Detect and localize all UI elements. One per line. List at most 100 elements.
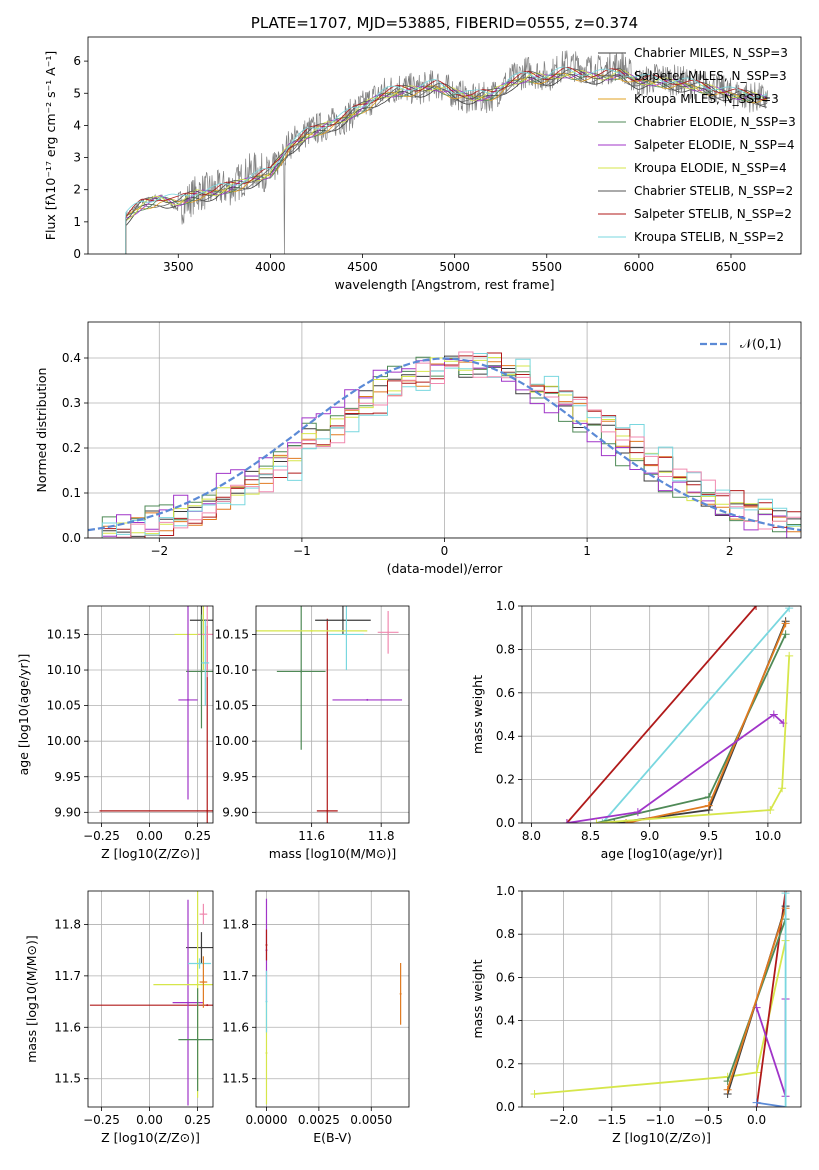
y-tick-label: 9.90	[222, 805, 249, 819]
x-tick-label: 11.8	[368, 829, 395, 843]
mass-weight-marker	[781, 619, 790, 628]
axes-frame	[255, 890, 410, 1108]
y-tick-label: 10.15	[47, 627, 81, 641]
model-spectrum-line	[125, 69, 768, 254]
data-point	[206, 809, 209, 812]
y-tick-label: 1.0	[496, 884, 515, 898]
mass-weight-marker	[781, 1103, 790, 1107]
mass-weight-marker	[530, 1090, 539, 1099]
x-tick-label: 6000	[624, 260, 655, 274]
legend-label: 𝒩(0,1)	[740, 336, 782, 351]
x-axis-label: age [log10(age/yr)]	[601, 846, 723, 861]
y-tick-label: 2	[73, 183, 81, 197]
data-point	[200, 946, 203, 949]
y-tick-label: 0.6	[496, 686, 515, 700]
mass-weight-line	[566, 713, 784, 823]
mass-weight-marker	[752, 1068, 761, 1077]
normal-curve	[88, 357, 801, 532]
x-tick-label: −2.0	[549, 1113, 578, 1127]
data-point	[198, 962, 201, 965]
x-tick-label: 2	[726, 544, 734, 558]
y-tick-label: 10.15	[215, 627, 249, 641]
legend-label: Kroupa ELODIE, N_SSP=4	[634, 161, 787, 175]
y-tick-label: 0.2	[62, 441, 81, 455]
y-tick-label: 0	[73, 247, 81, 261]
y-tick-label: 11.7	[54, 969, 81, 983]
y-tick-label: 1.0	[496, 599, 515, 613]
plot-area	[522, 891, 801, 1107]
plot-area	[522, 606, 801, 823]
mass-weight-marker	[781, 891, 790, 898]
data-point	[265, 944, 268, 946]
y-tick-label: 9.95	[222, 770, 249, 784]
x-tick-label: 11.6	[298, 829, 325, 843]
chart-panel-8: −2.0 −1.5 −1.0 −0.5 0.0 0.0 0.2 0.4 0.6 0.8 1.0 Z […	[470, 884, 802, 1145]
y-tick-label: 11.8	[222, 917, 249, 931]
chart-panel-5: 8.0 8.5 9.0 9.5 10.0 0.0 0.2 0.4 0.6 0.8 1.0 age [l…	[470, 599, 802, 861]
mass-weight-marker	[562, 819, 571, 823]
data-point	[345, 633, 348, 636]
mass-weight-line	[726, 908, 787, 1090]
y-tick-label: 10.10	[215, 663, 249, 677]
chart-panel-6: −0.25 0.00 0.25 11.5 11.6 11.7 11.8 Z [log10(Z/…	[24, 890, 214, 1145]
mass-weight-marker	[633, 808, 642, 817]
axes-frame	[87, 890, 214, 1108]
mass-weight-line	[755, 999, 787, 1097]
mass-weight-marker	[781, 630, 790, 639]
data-point	[204, 661, 207, 664]
y-tick-label: 6	[73, 54, 81, 68]
model-spectrum-line	[125, 66, 768, 254]
y-tick-label: 10.10	[47, 663, 81, 677]
legend-label: Salpeter MILES, N_SSP=3	[634, 69, 787, 83]
x-axis-label: Z [log10(Z/Z⊙)]	[612, 1130, 711, 1145]
chart-panel-4: 11.6 11.8 9.90 9.95 10.00 10.05 10.10 10.15 mass…	[215, 605, 410, 861]
x-tick-label: 0.0	[747, 1113, 766, 1127]
legend-label: Chabrier ELODIE, N_SSP=3	[634, 115, 796, 129]
y-tick-label: 0.1	[62, 486, 81, 500]
x-tick-label: 8.5	[581, 829, 600, 843]
mass-weight-marker	[766, 805, 775, 814]
legend-label: Chabrier STELIB, N_SSP=2	[634, 184, 793, 198]
model-spectrum-line	[125, 68, 768, 254]
x-tick-label: 3500	[163, 260, 194, 274]
x-tick-label: 0	[441, 544, 449, 558]
y-tick-label: 4	[73, 118, 81, 132]
mass-weight-line	[755, 891, 787, 1107]
chart-panel-3: −0.25 0.00 0.25 9.90 9.95 10.00 10.05 10.10 10.1…	[16, 605, 214, 861]
x-tick-label: 0.00	[136, 829, 163, 843]
data-point	[399, 992, 402, 995]
x-tick-label: −1.0	[645, 1113, 674, 1127]
x-axis-label: mass [log10(M/M⊙)]	[269, 846, 397, 861]
mass-weight-marker	[778, 784, 787, 793]
y-tick-label: 10.05	[47, 699, 81, 713]
mass-weight-marker	[704, 792, 713, 801]
axes-frame	[87, 321, 802, 539]
data-point	[202, 913, 205, 916]
y-tick-label: 10.00	[47, 734, 81, 748]
y-tick-label: 1	[73, 215, 81, 229]
x-tick-label: −0.5	[694, 1113, 723, 1127]
x-tick-label: 8.0	[522, 829, 541, 843]
data-point	[265, 1052, 268, 1054]
axes-frame	[87, 605, 214, 824]
x-tick-label: −0.25	[83, 1113, 120, 1127]
data-point	[310, 629, 313, 632]
legend-label: Chabrier MILES, N_SSP=3	[634, 46, 788, 60]
mass-weight-line	[756, 1101, 786, 1107]
y-tick-label: 11.5	[54, 1072, 81, 1086]
y-axis-label: age [log10(age/yr)]	[16, 654, 31, 776]
data-point	[202, 981, 205, 984]
data-point	[187, 698, 189, 701]
x-tick-label: 4500	[347, 260, 378, 274]
plot-area	[88, 322, 801, 538]
data-spectrum-line	[125, 50, 768, 254]
model-spectrum-line	[125, 71, 768, 254]
y-tick-label: 0.0	[496, 1100, 515, 1114]
x-tick-label: −0.25	[83, 829, 120, 843]
legend-label: Kroupa MILES, N_SSP=3	[634, 92, 779, 106]
plot-area	[256, 891, 409, 1107]
chart-panel-2: −2 −1 0 1 2 0.0 0.1 0.2 0.3 0.4 (data-model)/error…	[34, 321, 802, 576]
y-tick-label: 11.6	[222, 1020, 249, 1034]
y-tick-label: 0.2	[496, 773, 515, 787]
x-axis-label: (data-model)/error	[387, 561, 504, 576]
